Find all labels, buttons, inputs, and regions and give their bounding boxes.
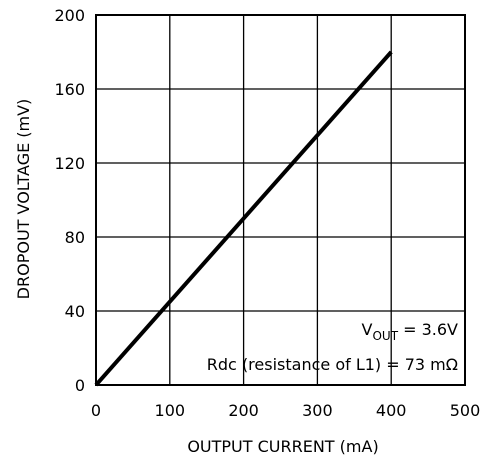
x-tick-label-0: 0 [91, 401, 101, 420]
series-line-0 [94, 50, 393, 387]
x-tick-label-3: 300 [302, 401, 333, 420]
x-tick-label-4: 400 [376, 401, 407, 420]
annotation-vout: VOUT = 3.6V [362, 320, 459, 343]
x-tick-labels: 0 100 200 300 400 500 [91, 401, 480, 420]
annotation-vout-main: V [362, 320, 373, 339]
annotation-vout-rest: = 3.6V [398, 320, 458, 339]
series-layer [94, 50, 393, 387]
x-tick-label-5: 500 [450, 401, 481, 420]
y-tick-label-2: 80 [65, 228, 85, 247]
annotation-vout-sub: OUT [372, 329, 398, 343]
x-axis-label: OUTPUT CURRENT (mA) [187, 437, 378, 456]
y-tick-labels: 0 40 80 120 160 200 [54, 6, 85, 395]
x-tick-label-1: 100 [155, 401, 186, 420]
y-tick-label-4: 160 [54, 80, 85, 99]
y-tick-label-0: 0 [75, 376, 85, 395]
y-axis-label: DROPOUT VOLTAGE (mV) [14, 99, 33, 300]
y-tick-label-3: 120 [54, 154, 85, 173]
x-tick-label-2: 200 [228, 401, 259, 420]
annotation-rdc: Rdc (resistance of L1) = 73 mΩ [207, 355, 458, 374]
plot-frame [95, 14, 466, 386]
y-tick-label-5: 200 [54, 6, 85, 25]
y-tick-label-1: 40 [65, 302, 85, 321]
grid-lines [96, 15, 465, 385]
